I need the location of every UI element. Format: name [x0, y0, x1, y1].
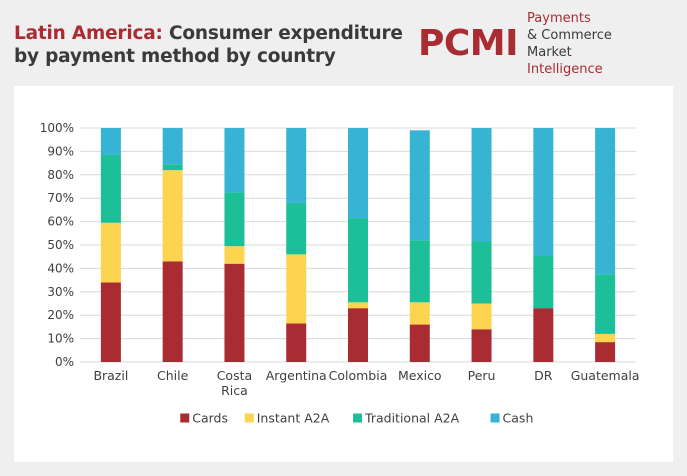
- y-tick-label: 80%: [47, 168, 74, 182]
- x-tick-label: Guatemala: [571, 368, 640, 383]
- bar-segment-cards: [533, 308, 554, 362]
- bar-segment-cash: [286, 128, 307, 203]
- bar-segment-cards: [471, 329, 492, 362]
- bar-segment-traditional-a2a: [286, 202, 307, 255]
- y-tick-label: 20%: [47, 308, 74, 322]
- y-tick-label: 90%: [47, 144, 74, 158]
- y-tick-label: 60%: [47, 215, 74, 229]
- x-tick-label: Argentina: [266, 368, 327, 383]
- bar-segment-traditional-a2a: [100, 154, 121, 223]
- y-tick-label: 70%: [47, 191, 74, 205]
- bar-segment-traditional-a2a: [471, 241, 492, 304]
- bar-segment-cash: [100, 128, 121, 155]
- bar-segment-cards: [286, 323, 307, 362]
- bar-segment-cards: [100, 282, 121, 362]
- bar-segment-traditional-a2a: [162, 164, 183, 171]
- bar-segment-traditional-a2a: [224, 192, 245, 247]
- y-tick-label: 10%: [47, 332, 74, 346]
- bar-segment-cards: [409, 324, 430, 362]
- x-tick-label: Brazil: [93, 368, 128, 383]
- bar-segment-cash: [533, 128, 554, 256]
- y-tick-label: 100%: [40, 121, 74, 135]
- legend-swatch: [353, 413, 363, 423]
- x-tick-label: Mexico: [398, 368, 442, 383]
- bar-segment-instant-a2a: [471, 303, 492, 330]
- pcmi-logo: PCMI: [418, 23, 519, 64]
- bar-segment-cash: [162, 128, 183, 165]
- bar-segment-cash: [224, 128, 245, 193]
- tagline-intelligence: Intelligence: [527, 62, 603, 77]
- x-tick-label: DR: [534, 368, 553, 383]
- y-tick-label: 40%: [47, 261, 74, 275]
- title-line2: by payment method by country: [14, 46, 336, 67]
- bar-segment-cards: [595, 342, 616, 362]
- chart-panel: 0% 10% 20% 30% 40% 50% 60% 70% 80% 90% 100% Brazil C…: [14, 86, 673, 462]
- bar-segment-instant-a2a: [409, 302, 430, 325]
- bar-segment-cash: [348, 128, 368, 219]
- bar-segment-traditional-a2a: [533, 255, 554, 309]
- bar-segment-cash: [595, 128, 616, 275]
- legend-label: Cards: [192, 411, 228, 426]
- y-tick-label: 0%: [55, 355, 74, 369]
- title-region: Latin America:: [14, 23, 163, 44]
- tagline-market: Market: [527, 45, 572, 60]
- x-tick-label: Peru: [468, 368, 496, 383]
- bar-segment-instant-a2a: [224, 246, 245, 264]
- pcmi-brand: PCMI Payments & Commerce Market Intellig…: [418, 11, 612, 77]
- y-tick-label: 50%: [47, 238, 74, 252]
- bar-segment-instant-a2a: [100, 222, 121, 283]
- x-tick-label: Chile: [157, 368, 189, 383]
- bar-segment-traditional-a2a: [595, 274, 616, 334]
- x-tick-label: Colombia: [329, 368, 388, 383]
- bar-segment-traditional-a2a: [348, 218, 368, 303]
- bar-segment-cards: [162, 261, 183, 362]
- x-tick-label: Costa Rica: [217, 368, 252, 398]
- bar-segment-cash: [409, 130, 430, 241]
- tagline-payments: Payments: [527, 11, 591, 26]
- bar-segment-instant-a2a: [595, 333, 616, 343]
- legend-swatch: [180, 413, 190, 423]
- legend-label: Traditional A2A: [364, 411, 460, 426]
- legend-swatch: [490, 413, 500, 423]
- title-rest: Consumer expenditure: [162, 23, 403, 44]
- stacked-bar-chart: 0% 10% 20% 30% 40% 50% 60% 70% 80% 90% 100% Brazil C…: [40, 121, 640, 426]
- bar-segment-traditional-a2a: [409, 240, 430, 303]
- bar-segment-instant-a2a: [348, 302, 368, 309]
- bar-segment-cash: [471, 128, 492, 242]
- bar-segment-cards: [348, 308, 368, 362]
- tagline-commerce: & Commerce: [527, 28, 612, 43]
- legend-label: Instant A2A: [257, 411, 330, 426]
- legend-label: Cash: [503, 411, 534, 426]
- brand-tagline: Payments & Commerce Market Intelligence: [527, 10, 612, 78]
- bar-segment-instant-a2a: [286, 254, 307, 324]
- bar-segment-cards: [224, 263, 245, 362]
- chart-title: Latin America: Consumer expenditure by p…: [14, 22, 403, 68]
- y-tick-label: 30%: [47, 285, 74, 299]
- bar-segment-instant-a2a: [162, 170, 183, 262]
- legend-swatch: [244, 413, 254, 423]
